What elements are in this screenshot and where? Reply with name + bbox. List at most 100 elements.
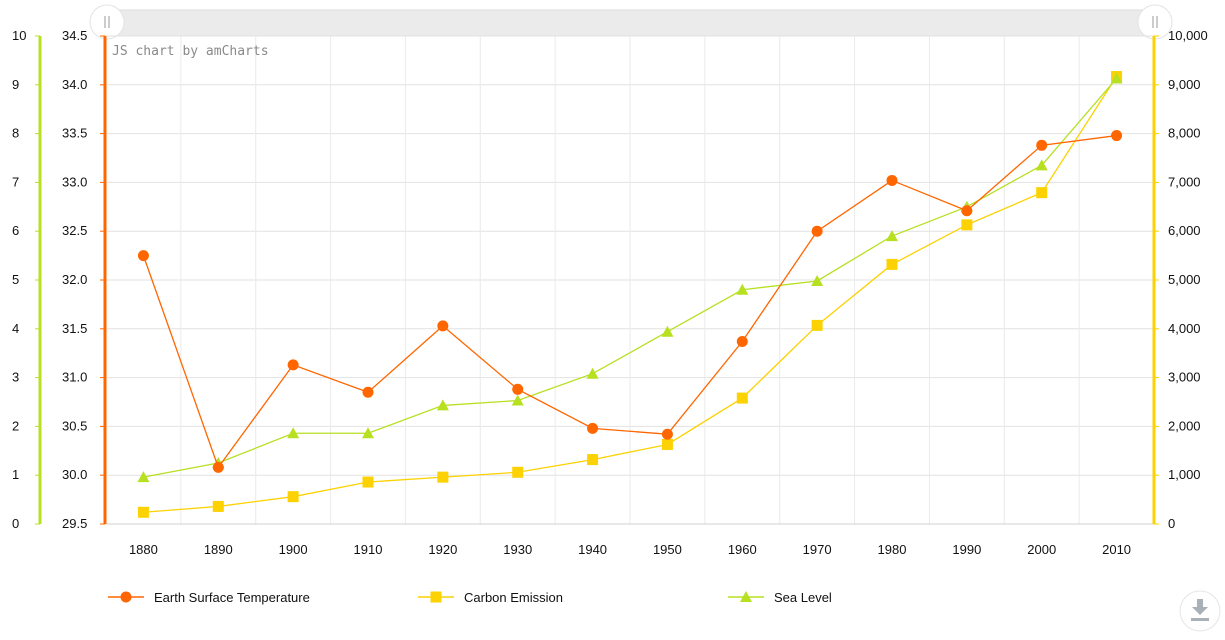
temperature-tick-label: 33.5 bbox=[62, 126, 87, 141]
x-tick-label: 2000 bbox=[1027, 542, 1056, 557]
legend: Earth Surface Temperature Carbon Emission… bbox=[108, 590, 832, 605]
chart-credit[interactable]: JS chart by amCharts bbox=[112, 44, 269, 59]
x-tick-label: 1950 bbox=[653, 542, 682, 557]
x-tick-label: 1940 bbox=[578, 542, 607, 557]
carbon-tick-label: 7,000 bbox=[1168, 174, 1201, 189]
carbon-tick-label: 10,000 bbox=[1168, 28, 1208, 43]
temperature-tick-label: 31.5 bbox=[62, 321, 87, 336]
sea-level-tick-label: 10 bbox=[12, 28, 26, 43]
x-tick-label: 1920 bbox=[428, 542, 457, 557]
earth-surface-temperature-point bbox=[961, 205, 973, 217]
sea-level-tick-label: 6 bbox=[12, 223, 19, 238]
x-tick-label: 1930 bbox=[503, 542, 532, 557]
legend-marker-sea-level bbox=[740, 591, 752, 602]
legend-marker-carbon-emission bbox=[430, 591, 442, 603]
x-tick-label: 1910 bbox=[354, 542, 383, 557]
scrollbar-right-grip[interactable] bbox=[1137, 4, 1173, 40]
temperature-tick-label: 34.5 bbox=[62, 28, 87, 43]
legend-label-earth-surface-temperature[interactable]: Earth Surface Temperature bbox=[154, 590, 310, 605]
carbon-emission-point bbox=[287, 491, 299, 503]
earth-surface-temperature-point bbox=[287, 359, 299, 371]
carbon-tick-label: 5,000 bbox=[1168, 272, 1201, 287]
sea-level-point bbox=[886, 230, 898, 242]
temperature-tick-label: 30.5 bbox=[62, 418, 87, 433]
carbon-emission-line bbox=[143, 76, 1118, 513]
legend-label-sea-level[interactable]: Sea Level bbox=[774, 590, 832, 605]
sea-level-tick-label: 0 bbox=[12, 516, 19, 531]
x-tick-label: 1980 bbox=[878, 542, 907, 557]
sea-level-tick-label: 1 bbox=[12, 467, 19, 482]
carbon-emission-point bbox=[362, 476, 374, 488]
x-tick-label: 1880 bbox=[129, 542, 158, 557]
x-tick-label: 1960 bbox=[728, 542, 757, 557]
chart-scrollbar[interactable] bbox=[105, 9, 1155, 37]
x-tick-label: 1990 bbox=[952, 542, 981, 557]
earth-surface-temperature-point bbox=[212, 461, 224, 473]
sea-level-tick-label: 4 bbox=[12, 321, 19, 336]
carbon-emission-point bbox=[736, 392, 748, 404]
sea-level-point bbox=[1035, 159, 1048, 171]
carbon-emission-point bbox=[437, 471, 449, 483]
export-button[interactable] bbox=[1179, 590, 1221, 632]
earth-surface-temperature-point bbox=[661, 428, 673, 440]
carbon-tick-label: 2,000 bbox=[1168, 418, 1201, 433]
carbon-emission-point bbox=[212, 500, 224, 512]
download-icon bbox=[1191, 599, 1209, 621]
earth-surface-temperature-point bbox=[1036, 139, 1048, 151]
carbon-emission-point bbox=[512, 466, 524, 478]
axes-layer: 0 1 2 3 4 5 6 7 8 9 10 29.5 30.0 30.5 31.0 31.5 32.0 32.5… bbox=[12, 28, 1208, 557]
legend-label-carbon-emission[interactable]: Carbon Emission bbox=[464, 590, 563, 605]
x-tick-label: 2010 bbox=[1102, 542, 1131, 557]
sea-level-point bbox=[661, 325, 674, 337]
sea-level-point bbox=[511, 394, 524, 406]
earth-surface-temperature-point bbox=[886, 174, 898, 186]
earth-surface-temperature-point bbox=[137, 250, 149, 262]
earth-surface-temperature-point bbox=[1111, 130, 1123, 142]
legend-marker-earth-surface-temperature bbox=[120, 591, 132, 603]
grid-layer bbox=[105, 35, 1155, 525]
carbon-emission-point bbox=[587, 454, 599, 466]
sea-level-tick-label: 5 bbox=[12, 272, 19, 287]
sea-level-tick-label: 3 bbox=[12, 370, 19, 385]
sea-level-point bbox=[287, 427, 300, 439]
temperature-tick-label: 30.0 bbox=[62, 467, 87, 482]
x-tick-label: 1890 bbox=[204, 542, 233, 557]
x-tick-label: 1970 bbox=[803, 542, 832, 557]
sea-level-tick-label: 9 bbox=[12, 77, 19, 92]
carbon-tick-label: 8,000 bbox=[1168, 126, 1201, 141]
scrollbar-left-grip[interactable] bbox=[89, 4, 125, 40]
earth-surface-temperature-point bbox=[362, 386, 374, 398]
temperature-tick-label: 31.0 bbox=[62, 370, 87, 385]
carbon-emission-point bbox=[1036, 187, 1048, 199]
earth-surface-temperature-point bbox=[587, 422, 599, 434]
sea-level-point bbox=[362, 427, 374, 439]
series-layer bbox=[137, 71, 1123, 518]
temperature-tick-label: 29.5 bbox=[62, 516, 87, 531]
sea-level-tick-label: 8 bbox=[12, 126, 19, 141]
sea-level-point bbox=[811, 274, 824, 286]
sea-level-tick-label: 7 bbox=[12, 174, 19, 189]
carbon-tick-label: 3,000 bbox=[1168, 370, 1201, 385]
sea-level-point bbox=[736, 283, 749, 295]
carbon-emission-point bbox=[961, 219, 973, 231]
carbon-tick-label: 6,000 bbox=[1168, 223, 1201, 238]
sea-level-point bbox=[586, 367, 599, 379]
carbon-emission-point bbox=[661, 438, 673, 450]
sea-level-line bbox=[143, 78, 1118, 478]
carbon-emission-point bbox=[886, 258, 898, 270]
earth-surface-temperature-point bbox=[512, 383, 524, 395]
carbon-tick-label: 1,000 bbox=[1168, 467, 1201, 482]
sea-level-point bbox=[436, 399, 449, 411]
carbon-emission-point bbox=[811, 319, 823, 331]
carbon-tick-label: 0 bbox=[1168, 516, 1175, 531]
earth-surface-temperature-point bbox=[736, 335, 748, 347]
temperature-tick-label: 32.0 bbox=[62, 272, 87, 287]
x-tick-label: 1900 bbox=[279, 542, 308, 557]
sea-level-point bbox=[137, 471, 150, 483]
carbon-emission-point bbox=[137, 506, 149, 518]
temperature-tick-label: 32.5 bbox=[62, 223, 87, 238]
earth-surface-temperature-line bbox=[142, 134, 1117, 469]
carbon-tick-label: 4,000 bbox=[1168, 321, 1201, 336]
